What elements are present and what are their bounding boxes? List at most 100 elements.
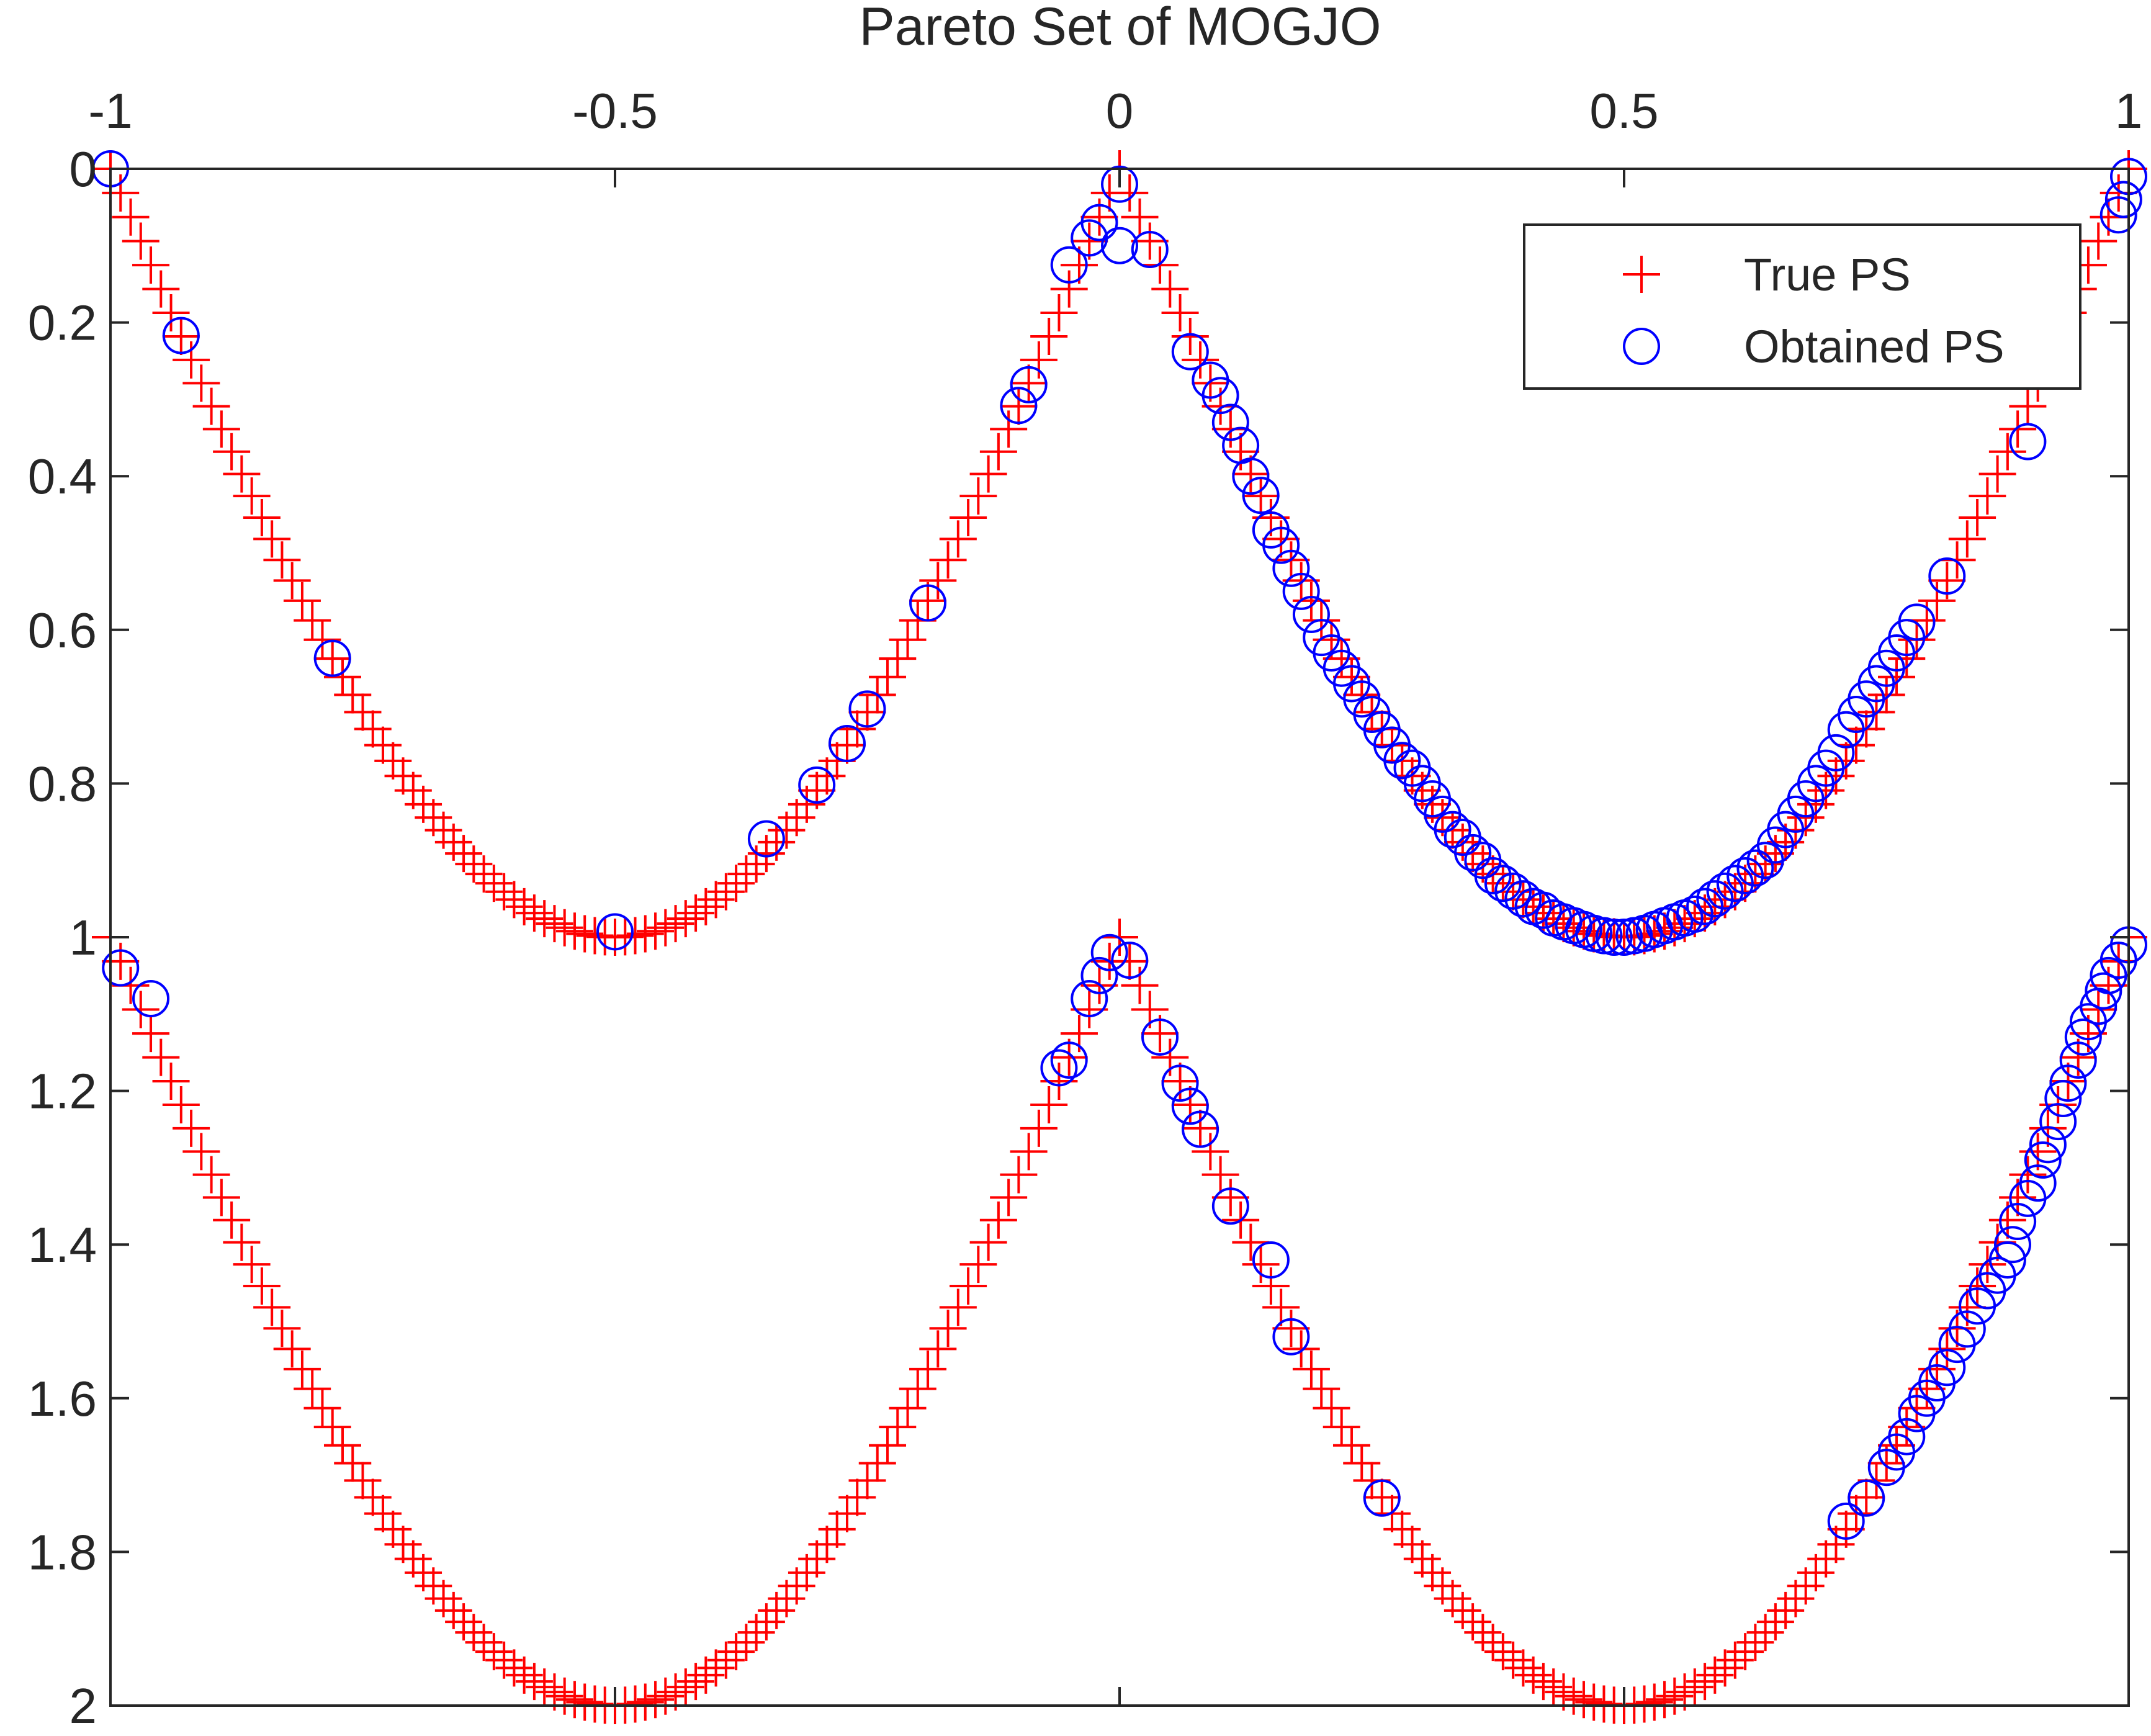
true-ps-point	[1535, 1668, 1573, 1706]
true-ps-point	[1151, 270, 1189, 308]
true-ps-point	[303, 1389, 341, 1427]
true-ps-point	[2080, 222, 2117, 260]
true-ps-point	[1020, 341, 1058, 379]
legend-circle-marker	[1623, 328, 1660, 365]
true-ps-point	[788, 785, 825, 823]
obtained-ps-point	[2024, 1141, 2062, 1179]
true-ps-point	[1393, 1526, 1431, 1563]
true-ps-point	[1817, 757, 1855, 795]
true-ps-point	[1676, 1668, 1713, 1706]
true-ps-point	[173, 341, 210, 379]
true-ps-point	[485, 873, 523, 911]
obtained-ps-point	[909, 584, 947, 622]
chart-title: Pareto Set of MOGJO	[859, 0, 1381, 56]
true-ps-point	[273, 562, 311, 600]
y-tick-label: 1.8	[28, 1524, 97, 1580]
true-ps-point	[1303, 1370, 1340, 1408]
true-ps-point	[1827, 1510, 1865, 1548]
true-ps-point	[465, 855, 503, 893]
true-ps-point	[253, 520, 291, 558]
true-ps-point	[1454, 1603, 1492, 1641]
true-ps-point	[1827, 742, 1865, 780]
obtained-ps-point	[1676, 895, 1713, 933]
true-ps-point	[1403, 771, 1441, 809]
true-ps-point	[1242, 1246, 1280, 1284]
true-ps-point	[788, 1554, 825, 1591]
obtained-ps-point	[1262, 526, 1300, 564]
true-ps-point	[1030, 318, 1068, 356]
obtained-ps-point	[1252, 1241, 1290, 1279]
true-ps-point	[294, 601, 331, 639]
true-ps-point	[515, 894, 553, 932]
true-ps-point	[687, 888, 725, 925]
true-ps-point	[1383, 1510, 1421, 1548]
true-ps-point	[1716, 1641, 1754, 1679]
obtained-ps-point	[1434, 811, 1471, 848]
obtained-ps-point	[1242, 477, 1280, 515]
true-ps-point	[263, 1310, 301, 1347]
true-ps-point	[808, 1526, 846, 1563]
true-ps-point	[1555, 1677, 1592, 1715]
obtained-ps-point	[1948, 1310, 1986, 1348]
true-ps-point	[1322, 1408, 1360, 1446]
true-ps-point	[1242, 477, 1280, 515]
true-ps-point	[1746, 845, 1784, 883]
true-ps-point	[1141, 1015, 1179, 1053]
true-ps-point	[1332, 658, 1370, 696]
obtained-ps-point	[1928, 557, 1966, 595]
obtained-ps-point	[1494, 872, 1532, 910]
true-ps-point	[1232, 455, 1270, 493]
true-ps-point	[626, 1683, 664, 1721]
true-ps-point	[1262, 520, 1300, 558]
true-ps-point	[273, 1330, 311, 1368]
true-ps-point	[1959, 499, 1996, 537]
x-tick-label: 1	[2115, 83, 2143, 138]
true-ps-point	[1262, 1289, 1300, 1326]
obtained-ps-point	[1848, 1479, 1885, 1517]
true-ps-point	[879, 1408, 917, 1446]
obtained-ps-point	[1272, 549, 1310, 587]
true-ps-point	[555, 912, 593, 950]
true-ps-point	[939, 520, 977, 558]
true-ps-point	[707, 873, 745, 911]
y-tick-label: 0	[70, 142, 97, 197]
true-ps-point	[959, 1246, 997, 1284]
obtained-ps-point	[1080, 956, 1118, 994]
obtained-ps-point	[1605, 919, 1643, 956]
obtained-ps-point	[2044, 1079, 2082, 1117]
true-ps-point	[707, 1641, 745, 1679]
obtained-ps-point	[1454, 834, 1492, 871]
true-ps-point	[1978, 455, 2016, 493]
true-ps-point	[566, 1683, 604, 1721]
obtained-ps-point	[1988, 1241, 2026, 1279]
true-ps-point	[1878, 1426, 1916, 1464]
obtained-ps-point	[1994, 1226, 2032, 1264]
true-ps-point	[1727, 1633, 1764, 1671]
true-ps-point	[283, 1350, 321, 1388]
true-ps-point	[838, 1478, 876, 1516]
true-ps-point	[667, 1668, 704, 1706]
true-ps-point	[546, 1677, 583, 1715]
true-ps-point	[354, 710, 392, 748]
true-ps-point	[465, 1624, 503, 1662]
true-ps-point	[445, 835, 483, 873]
obtained-ps-point	[1282, 572, 1320, 610]
true-ps-point	[1171, 318, 1209, 356]
legend-label-true-ps: True PS	[1744, 249, 1911, 300]
true-ps-point	[455, 845, 493, 883]
true-ps-point	[1282, 1330, 1320, 1368]
true-ps-point	[979, 433, 1017, 470]
true-ps-point	[162, 318, 200, 356]
obtained-ps-point	[1999, 1203, 2037, 1241]
true-ps-point	[1464, 845, 1502, 883]
true-ps-point	[697, 1649, 735, 1687]
obtained-ps-point	[1363, 1479, 1401, 1517]
true-ps-point	[808, 757, 846, 795]
true-ps-point	[233, 477, 271, 515]
x-tick-label: 0	[1106, 83, 1134, 138]
true-ps-point	[637, 912, 675, 950]
true-ps-point	[1514, 1656, 1552, 1694]
true-ps-point	[1696, 1656, 1734, 1694]
true-ps-point	[344, 1462, 382, 1500]
true-ps-point	[677, 894, 715, 932]
